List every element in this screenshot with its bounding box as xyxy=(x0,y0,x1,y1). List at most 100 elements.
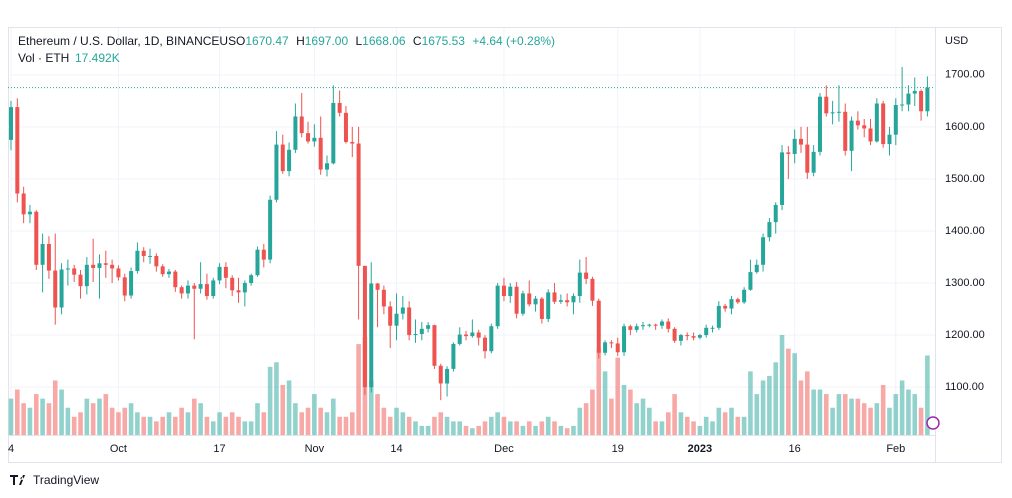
candle-body xyxy=(59,269,64,308)
candle-body xyxy=(672,328,677,341)
y-tick-label: 1500.00 xyxy=(945,173,985,185)
volume-bar xyxy=(375,394,380,435)
candle-body xyxy=(476,332,481,338)
candle-body xyxy=(394,313,399,326)
volume-bar xyxy=(628,389,633,435)
ohlc-value: 1675.53 xyxy=(422,34,466,48)
volume-bar xyxy=(716,407,722,435)
candle-body xyxy=(855,120,860,126)
candle-body xyxy=(413,334,418,336)
volume-bar xyxy=(659,421,665,435)
volume-bar xyxy=(65,407,71,435)
ohlc-value: 1697.00 xyxy=(305,34,349,48)
volume-bar xyxy=(343,416,349,435)
candle-body xyxy=(350,141,355,144)
candle-body xyxy=(141,250,146,256)
volume-bar xyxy=(748,371,753,435)
candle-body xyxy=(40,243,45,265)
candle-layer xyxy=(8,67,935,401)
volume-bar xyxy=(204,416,210,435)
volume-bar xyxy=(615,357,621,435)
volume-bar xyxy=(609,398,614,435)
volume-bar xyxy=(217,412,222,435)
volume-bar xyxy=(779,335,785,435)
candle-body xyxy=(603,342,608,353)
logo-icon xyxy=(10,475,25,485)
volume-bar xyxy=(836,394,842,435)
candle-body xyxy=(470,332,475,337)
volume-bar xyxy=(84,398,90,435)
candle-body xyxy=(641,325,645,327)
volume-bar xyxy=(122,407,128,435)
volume-bar xyxy=(539,421,545,435)
volume-bar xyxy=(672,394,677,435)
volume-bar xyxy=(634,403,639,435)
volume-bar xyxy=(823,394,829,435)
candle-body xyxy=(84,264,89,287)
volume-bar xyxy=(830,407,835,435)
volume-bar xyxy=(583,403,589,435)
volume-bar xyxy=(526,421,532,435)
candle-body xyxy=(167,271,171,275)
event-marker[interactable] xyxy=(926,416,940,430)
volume-bar xyxy=(185,412,191,435)
volume-bar xyxy=(274,362,279,435)
volume-bar xyxy=(849,398,854,435)
grid xyxy=(8,28,935,435)
volume-bar xyxy=(703,416,709,435)
volume-bar xyxy=(495,412,500,435)
candle-body xyxy=(799,138,803,145)
candle-body xyxy=(419,328,424,335)
volume-bar xyxy=(141,416,147,435)
volume-bar xyxy=(760,380,766,435)
volume-bar xyxy=(767,375,772,435)
candle-body xyxy=(546,292,551,319)
candle-body xyxy=(331,102,336,164)
volume-bar xyxy=(40,398,45,435)
candle-body xyxy=(874,103,879,142)
volume-bar xyxy=(419,425,425,435)
candle-body xyxy=(634,326,639,330)
volume-bar xyxy=(514,421,519,435)
candle-body xyxy=(628,326,633,330)
volume-bar xyxy=(533,425,538,435)
candle-body xyxy=(685,335,690,337)
candle-body xyxy=(849,120,854,151)
candle-body xyxy=(217,266,222,281)
volume-bar xyxy=(109,407,115,435)
candle-body xyxy=(609,342,614,344)
candle-body xyxy=(362,265,367,388)
volume-bar xyxy=(640,398,646,435)
volume-bar xyxy=(413,421,418,435)
ohlc: O1670.47 H1697.00 L1668.06 C1675.53 +4.6… xyxy=(236,34,555,48)
candle-body xyxy=(280,144,285,172)
candle-body xyxy=(533,298,538,305)
candle-body xyxy=(97,263,102,268)
candle-body xyxy=(381,289,386,307)
volume-bar xyxy=(27,407,33,435)
candle-body xyxy=(786,152,791,154)
candle-body xyxy=(179,287,184,294)
candle-body xyxy=(173,271,178,288)
volume-bar xyxy=(267,366,273,435)
candle-body xyxy=(464,334,469,337)
volume-bar xyxy=(147,416,153,435)
volume-bar xyxy=(381,407,387,435)
volume-bar xyxy=(318,407,323,435)
candle-body xyxy=(426,325,431,329)
volume-bar xyxy=(387,416,393,435)
volume-bar xyxy=(925,355,930,435)
candle-body xyxy=(249,275,254,284)
volume-bar xyxy=(741,416,747,435)
candle-body xyxy=(148,255,153,257)
candle-body xyxy=(122,277,127,296)
volume-bar xyxy=(602,371,608,435)
volume-bar xyxy=(280,385,286,435)
candle-body xyxy=(432,325,437,366)
candle-body xyxy=(154,255,159,267)
candle-body xyxy=(230,277,235,291)
ohlc-value: 1670.47 xyxy=(245,34,289,48)
volume-bar xyxy=(893,394,899,435)
candle-body xyxy=(716,305,721,328)
volume-bar xyxy=(444,416,450,435)
